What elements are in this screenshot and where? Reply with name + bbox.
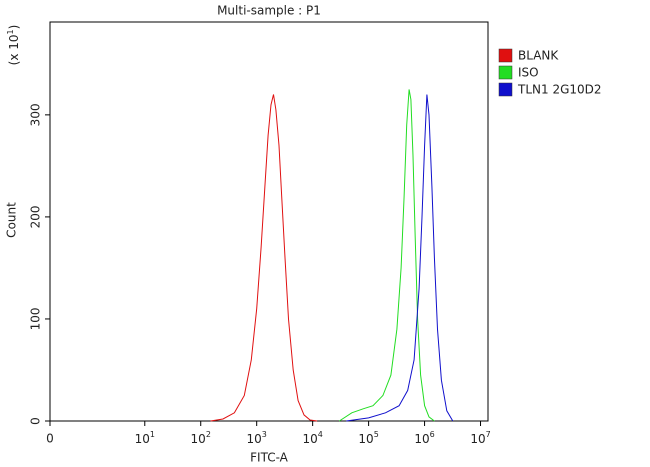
histogram-line (346, 94, 454, 422)
x-tick-base: 10 (247, 432, 262, 446)
x-tick-label: 102 (191, 430, 211, 446)
histogram-line (210, 94, 318, 422)
y-tick-label: 200 (29, 205, 43, 228)
x-tick-exponent: 6 (430, 430, 435, 439)
x-tick-label: 107 (470, 430, 490, 446)
histogram-line (339, 89, 435, 422)
x-tick-exponent: 7 (486, 430, 491, 439)
x-tick-exponent: 1 (150, 430, 155, 439)
x-tick-exponent: 4 (318, 430, 323, 439)
x-tick-base: 10 (414, 432, 429, 446)
x-tick-base: 10 (470, 432, 485, 446)
x-tick-label: 0 (46, 432, 54, 446)
x-tick-label: 106 (414, 430, 434, 446)
legend-swatch (498, 65, 513, 80)
y-multiplier: (x 101) (6, 25, 21, 66)
x-tick-label: 104 (302, 430, 322, 446)
plot-frame (49, 21, 489, 422)
y-axis-label: Count (5, 202, 19, 238)
legend-swatch (498, 82, 513, 97)
chart-title: Multi-sample : P1 (217, 4, 321, 18)
x-tick-exponent: 5 (374, 430, 379, 439)
x-tick-label: 101 (135, 430, 155, 446)
y-tick-label: 0 (29, 417, 43, 425)
legend-swatch (498, 48, 513, 63)
x-tick-exponent: 2 (206, 430, 211, 439)
x-tick-exponent: 3 (262, 430, 267, 439)
legend-label: BLANK (518, 49, 559, 63)
legend-label: ISO (518, 66, 539, 80)
x-tick-base: 10 (302, 432, 317, 446)
x-tick-base: 10 (135, 432, 150, 446)
x-tick-label: 105 (358, 430, 378, 446)
y-tick-label: 100 (29, 308, 43, 331)
x-axis-label: FITC-A (250, 451, 289, 465)
x-tick-base: 10 (191, 432, 206, 446)
y-tick-label: 300 (29, 103, 43, 126)
x-tick-base: 10 (358, 432, 373, 446)
x-tick-label: 103 (247, 430, 267, 446)
legend-label: TLN1 2G10D2 (517, 83, 602, 97)
